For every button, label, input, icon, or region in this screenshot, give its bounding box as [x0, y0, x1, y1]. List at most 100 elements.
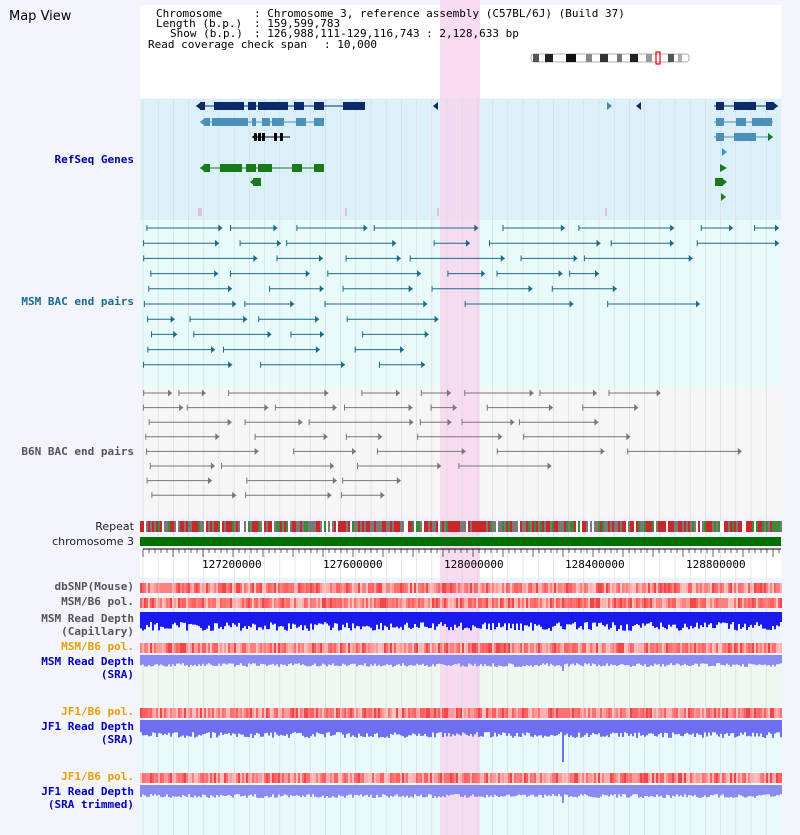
heat-cell — [312, 598, 314, 608]
depth-bar — [624, 720, 626, 733]
depth-bar — [160, 720, 162, 734]
heat-cell — [644, 598, 646, 608]
repeat-block — [472, 521, 474, 532]
depth-bar — [364, 785, 366, 796]
heat-cell — [144, 773, 146, 783]
depth-bar — [670, 655, 672, 664]
depth-bar — [356, 720, 358, 738]
heat-cell — [650, 643, 652, 653]
depth-bar — [320, 785, 322, 797]
repeat-block — [496, 521, 498, 532]
depth-bar — [764, 785, 766, 795]
depth-bar — [568, 785, 570, 798]
heat-cell — [478, 643, 480, 653]
heat-cell — [270, 598, 272, 608]
depth-bar — [694, 785, 696, 795]
heat-cell — [546, 583, 548, 593]
depth-bar — [264, 785, 266, 797]
depth-bar — [488, 785, 490, 797]
heat-cell — [172, 773, 174, 783]
heat-cell — [452, 583, 454, 593]
gene-arrow — [773, 102, 778, 110]
depth-bar — [738, 655, 740, 666]
heat-cell — [226, 643, 228, 653]
repeat-block — [182, 521, 184, 532]
depth-bar — [250, 612, 252, 628]
repeat-block — [776, 521, 778, 532]
heat-cell — [260, 598, 262, 608]
repeat-block — [536, 521, 538, 532]
depth-bar — [268, 720, 270, 736]
heat-cell — [294, 598, 296, 608]
heat-cell — [690, 598, 692, 608]
heat-cell — [378, 643, 380, 653]
depth-bar — [682, 785, 684, 797]
depth-bar — [576, 612, 578, 630]
depth-bar — [146, 720, 148, 735]
jf1-b6-pol-heat-1 — [140, 708, 782, 718]
repeat-block — [398, 521, 400, 532]
depth-bar — [690, 720, 692, 735]
depth-bar — [354, 785, 356, 795]
heat-cell — [532, 643, 534, 653]
bac-end-marker — [573, 254, 578, 262]
heat-cell — [140, 773, 142, 783]
depth-bar — [292, 655, 294, 666]
depth-bar — [204, 655, 206, 666]
heat-cell — [738, 598, 740, 608]
depth-bar — [348, 785, 350, 795]
heat-cell — [286, 773, 288, 783]
depth-bar — [572, 785, 574, 797]
depth-bar — [460, 612, 462, 623]
depth-bar — [548, 720, 550, 737]
heat-cell — [554, 773, 556, 783]
depth-bar — [384, 720, 386, 738]
depth-bar — [316, 720, 318, 733]
heat-cell — [150, 643, 152, 653]
heat-cell — [638, 708, 640, 718]
heat-cell — [634, 598, 636, 608]
depth-bar — [756, 655, 758, 666]
heat-cell — [536, 643, 538, 653]
heat-cell — [250, 708, 252, 718]
depth-bar — [400, 612, 402, 627]
heat-cell — [532, 773, 534, 783]
depth-bar — [540, 785, 542, 796]
depth-bar — [452, 720, 454, 735]
depth-bar — [514, 612, 516, 630]
depth-bar — [588, 612, 590, 630]
heat-cell — [232, 583, 234, 593]
heat-cell — [196, 643, 198, 653]
repeat-block — [604, 521, 606, 532]
heat-cell — [206, 773, 208, 783]
heat-cell — [572, 708, 574, 718]
depth-bar — [570, 655, 572, 665]
heat-cell — [512, 583, 514, 593]
heat-cell — [274, 773, 276, 783]
repeat-block — [194, 521, 196, 532]
depth-bar — [362, 655, 364, 666]
repeat-block — [630, 521, 632, 532]
depth-bar — [418, 785, 420, 797]
heat-cell — [248, 708, 250, 718]
heat-cell — [740, 598, 742, 608]
bac-end-marker — [596, 239, 601, 247]
heat-cell — [574, 708, 576, 718]
heat-cell — [512, 708, 514, 718]
depth-bar — [666, 720, 668, 734]
depth-bar — [772, 612, 774, 627]
depth-bar — [564, 612, 566, 630]
gene-exon — [248, 102, 256, 110]
depth-bar — [176, 612, 178, 626]
heat-cell — [710, 643, 712, 653]
depth-bar — [292, 612, 294, 624]
depth-bar — [760, 655, 762, 665]
heat-cell — [338, 643, 340, 653]
depth-bar — [396, 720, 398, 735]
heat-cell — [546, 708, 548, 718]
heat-cell — [496, 583, 498, 593]
heat-cell — [522, 598, 524, 608]
depth-bar — [152, 720, 154, 733]
repeat-block — [720, 521, 722, 532]
